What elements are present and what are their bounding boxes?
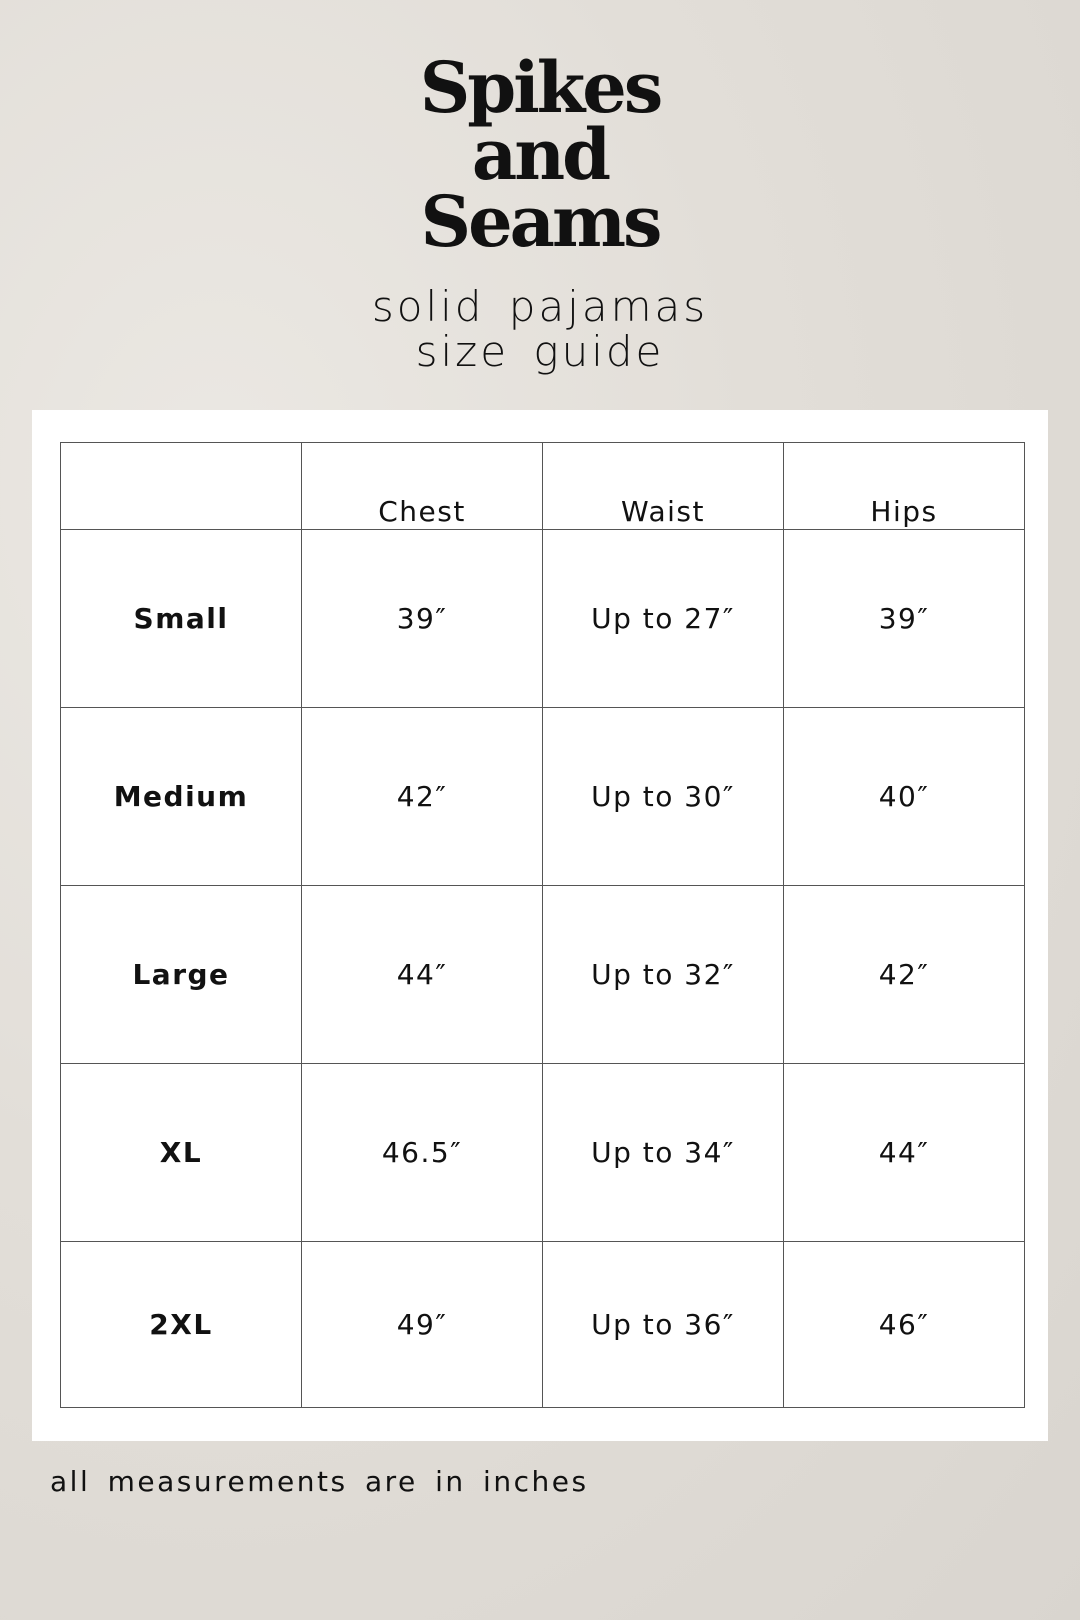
hips-cell: 40″ (783, 707, 1025, 886)
header-cell-empty (60, 442, 302, 530)
brand-line: Seams (420, 180, 663, 263)
hips-cell: 39″ (783, 529, 1025, 708)
header-cell-hips: Hips (783, 442, 1025, 530)
waist-cell: Up to 34″ (542, 1063, 784, 1242)
hips-cell: 44″ (783, 1063, 1025, 1242)
size-cell: XL (60, 1063, 302, 1242)
chest-cell: 49″ (301, 1241, 543, 1408)
chest-cell: 39″ (301, 529, 543, 708)
waist-cell: Up to 36″ (542, 1241, 784, 1408)
table-header-row: Chest Waist Hips (60, 442, 1025, 530)
size-cell: Large (60, 885, 302, 1064)
header-cell-waist: Waist (542, 442, 784, 530)
waist-cell: Up to 32″ (542, 885, 784, 1064)
measurement-note: all measurements are in inches (50, 1465, 589, 1498)
brand-logo: Spikes and Seams (0, 46, 1080, 263)
chest-cell: 42″ (301, 707, 543, 886)
brand-line: and (471, 113, 611, 196)
page-subtitle: solid pajamas size guide (0, 284, 1080, 374)
table-row: 2XL 49″ Up to 36″ 46″ (60, 1241, 1025, 1408)
table-row: Small 39″ Up to 27″ 39″ (60, 529, 1025, 708)
size-cell: Medium (60, 707, 302, 886)
waist-cell: Up to 30″ (542, 707, 784, 886)
subtitle-line: solid pajamas (371, 282, 709, 331)
table-row: Large 44″ Up to 32″ 42″ (60, 885, 1025, 1064)
chest-cell: 44″ (301, 885, 543, 1064)
table-row: Medium 42″ Up to 30″ 40″ (60, 707, 1025, 886)
brand-line: Spikes (419, 46, 664, 129)
hips-cell: 46″ (783, 1241, 1025, 1408)
table-row: XL 46.5″ Up to 34″ 44″ (60, 1063, 1025, 1242)
header-cell-chest: Chest (301, 442, 543, 530)
size-cell: 2XL (60, 1241, 302, 1408)
size-table-panel: Chest Waist Hips Small 39″ Up to 27″ 39″… (32, 410, 1048, 1441)
subtitle-line: size guide (415, 327, 665, 376)
hips-cell: 42″ (783, 885, 1025, 1064)
chest-cell: 46.5″ (301, 1063, 543, 1242)
waist-cell: Up to 27″ (542, 529, 784, 708)
size-table: Chest Waist Hips Small 39″ Up to 27″ 39″… (60, 442, 1025, 1408)
size-cell: Small (60, 529, 302, 708)
